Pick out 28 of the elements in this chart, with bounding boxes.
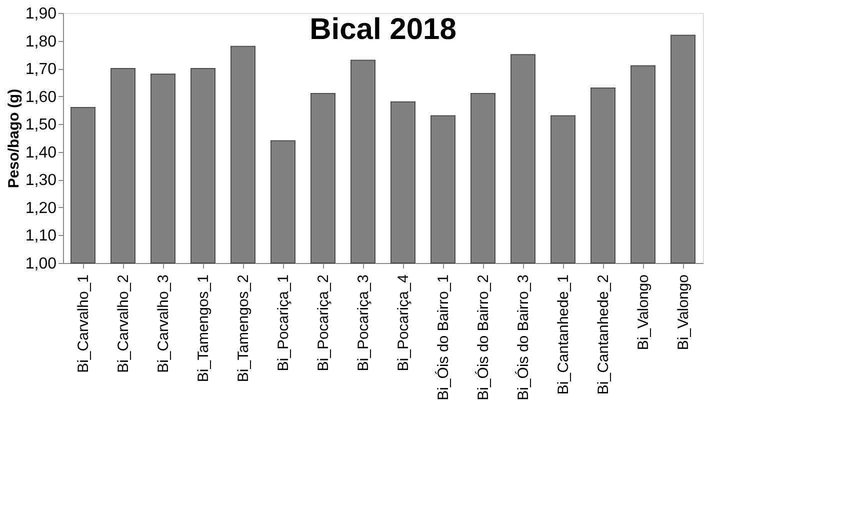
x-tick-label: Bi_Tamengos_1 [195,274,212,382]
y-tick-label: 1,60 [25,88,57,106]
x-tick-label: Bi_Carvalho_3 [155,274,172,373]
y-tick-label: 1,70 [25,61,57,78]
x-tick-label: Bi_Cantanhede_2 [595,274,612,395]
y-tick-label: 1,10 [25,228,57,245]
x-tick-label: Bi_Carvalho_2 [115,274,132,373]
y-tick-label: 1,30 [25,172,57,190]
x-tick-label: Bi_Óis do Bairro_2 [474,274,492,400]
y-tick-label: 1,00 [25,256,57,272]
y-tick-label: 1,80 [25,33,57,50]
x-tick-label: Bi_Tamengos_2 [235,274,252,382]
y-tick-label: 1,40 [25,144,57,162]
x-tick-label: Bi_Valongo [635,274,652,350]
chart-title: Bical 2018 [310,13,456,46]
y-tick-label: 1,20 [25,200,57,217]
x-tick-label: Bi_Pocariça_4 [395,274,412,372]
y-tick-label: 1,90 [25,6,57,22]
x-tick-label: Bi_Óis do Bairro_3 [514,274,532,400]
y-tick-label: 1,50 [25,116,57,134]
x-tick-label: Bi_Óis do Bairro_1 [434,274,452,400]
x-tick-label: Bi_Pocariça_2 [315,274,332,372]
x-tick-label: Bi_Valongo [675,274,692,350]
x-tick-label: Bi_Pocariça_1 [275,274,292,372]
x-tick-label: Bi_Pocariça_3 [355,274,372,372]
x-tick-label: Bi_Cantanhede_1 [555,274,572,395]
y-axis-title: Peso/bago (g) [5,88,22,188]
x-tick-label: Bi_Carvalho_1 [75,274,92,373]
